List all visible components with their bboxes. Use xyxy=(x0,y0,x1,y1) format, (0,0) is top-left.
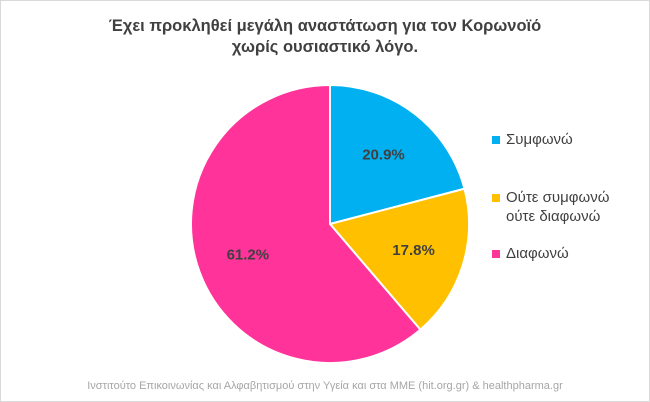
chart-title: Έχει προκληθεί μεγάλη αναστάτωση για τον… xyxy=(0,16,650,58)
source-footer: Ινστιτούτο Επικοινωνίας και Αλφαβητισμού… xyxy=(87,380,563,392)
pie-slice-disagree xyxy=(190,83,422,364)
legend-label-disagree: Διαφωνώ xyxy=(506,245,569,262)
legend-swatch-agree xyxy=(492,136,500,144)
legend-label-neutral-line-1: Ούτε συμφωνώ xyxy=(506,189,610,206)
legend-swatch-disagree xyxy=(492,250,500,258)
chart-title-line-2: χωρίς ουσιαστικό λόγο. xyxy=(231,38,419,56)
pie-slice-neutral xyxy=(328,187,470,332)
data-label-agree: 20.9% xyxy=(362,147,405,164)
legend-label-neutral-line-2: ούτε διαφωνώ xyxy=(506,208,601,225)
data-label-neutral: 17.8% xyxy=(392,242,435,259)
legend-label-agree: Συμφωνώ xyxy=(506,131,573,148)
legend-label-neutral: Ούτε συμφωνώ ούτε διαφωνώ xyxy=(506,188,609,226)
pie-slice-agree xyxy=(329,83,466,226)
chart-title-line-1: Έχει προκληθεί μεγάλη αναστάτωση για τον… xyxy=(108,17,542,35)
data-label-disagree: 61.2% xyxy=(227,246,270,263)
legend-swatch-neutral xyxy=(492,194,500,202)
